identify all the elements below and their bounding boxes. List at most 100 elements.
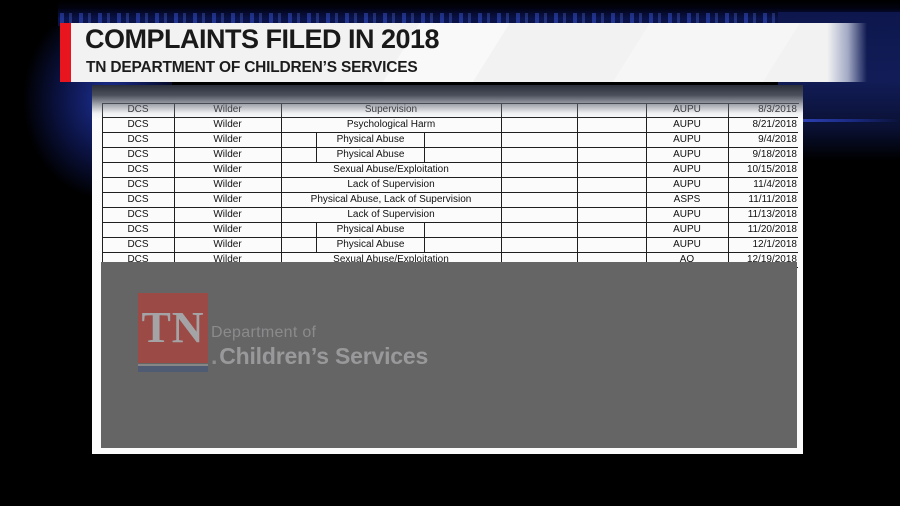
- column-divider: [281, 118, 282, 133]
- cell-code: AUPU: [673, 179, 701, 190]
- cell-date: 8/21/2018: [752, 119, 798, 130]
- column-divider: [646, 253, 647, 268]
- column-divider: [281, 253, 282, 268]
- cell-facility: Wilder: [213, 164, 242, 175]
- navy-streak-texture: [60, 13, 900, 23]
- cell-complaint: Psychological Harm: [346, 119, 436, 130]
- cell-complaint: Physical Abuse: [316, 133, 425, 148]
- cell-date: 11/20/2018: [747, 224, 797, 235]
- table-row: DCS Wilder Lack of Supervision Lack of S…: [102, 178, 798, 193]
- cell-code: AUPU: [673, 209, 701, 220]
- cell-agency: DCS: [127, 209, 149, 220]
- cell-facility: Wilder: [213, 119, 242, 130]
- column-divider: [577, 193, 578, 208]
- cell-facility: Wilder: [213, 149, 242, 160]
- column-divider: [728, 253, 729, 268]
- cell-date: 9/4/2018: [758, 134, 797, 145]
- column-divider: [577, 223, 578, 238]
- column-divider: [501, 193, 502, 208]
- right-blue-streak: [798, 119, 900, 122]
- cell-complaint: Physical Abuse: [316, 238, 425, 253]
- column-divider: [281, 178, 282, 193]
- column-divider: [102, 208, 103, 223]
- column-divider: [174, 133, 175, 148]
- column-divider: [646, 178, 647, 193]
- headline-subtitle: TN DEPARTMENT OF CHILDREN’S SERVICES: [86, 59, 418, 76]
- banner-background: COMPLAINTS FILED IN 2018 TN DEPARTMENT O…: [71, 23, 867, 82]
- column-divider: [102, 133, 103, 148]
- cell-facility: Wilder: [213, 194, 242, 205]
- column-divider: [577, 208, 578, 223]
- column-divider: [501, 118, 502, 133]
- cell-code: ASPS: [673, 194, 701, 205]
- column-divider: [102, 253, 103, 268]
- column-divider: [281, 238, 282, 253]
- top-left-black-corner: [0, 0, 58, 26]
- column-divider: [646, 118, 647, 133]
- cell-complaint: Sexual Abuse/Exploitation: [333, 254, 449, 265]
- cell-code: AUPU: [673, 134, 701, 145]
- cell-code: AUPU: [673, 239, 701, 250]
- cell-code: AUPU: [673, 119, 701, 130]
- cell-agency: DCS: [127, 164, 149, 175]
- column-divider: [577, 238, 578, 253]
- cell-agency: DCS: [127, 224, 149, 235]
- cell-agency: DCS: [127, 254, 149, 265]
- column-divider: [646, 133, 647, 148]
- cell-complaint: Physical Abuse, Lack of Supervision: [310, 194, 472, 205]
- column-divider: [728, 133, 729, 148]
- column-divider: [281, 208, 282, 223]
- column-divider: [281, 163, 282, 178]
- column-divider: [102, 223, 103, 238]
- column-divider: [501, 238, 502, 253]
- cell-agency: DCS: [127, 119, 149, 130]
- column-divider: [577, 163, 578, 178]
- column-divider: [577, 133, 578, 148]
- column-divider: [102, 163, 103, 178]
- column-divider: [174, 163, 175, 178]
- table-row: DCS Wilder Psychological Harm Psychologi…: [102, 118, 798, 133]
- top-navy-band: [0, 0, 900, 26]
- table-row: DCS Wilder Sexual Abuse/Exploitation Sex…: [102, 163, 798, 178]
- column-divider: [728, 208, 729, 223]
- cell-facility: Wilder: [213, 134, 242, 145]
- banner-sheen: [606, 23, 806, 82]
- cell-date: 12/1/2018: [752, 239, 798, 250]
- gray-redaction-overlay: TN Department of .Children’s Services: [101, 262, 797, 448]
- column-divider: [646, 193, 647, 208]
- cell-date: 11/11/2018: [748, 194, 797, 205]
- column-divider: [728, 238, 729, 253]
- cell-date: 10/15/2018: [746, 164, 797, 175]
- column-divider: [501, 208, 502, 223]
- cell-complaint: Sexual Abuse/Exploitation: [333, 164, 449, 175]
- column-divider: [102, 238, 103, 253]
- wordmark-line1: Department of: [211, 324, 317, 341]
- column-divider: [174, 238, 175, 253]
- cell-agency: DCS: [127, 239, 149, 250]
- logo-period: .: [211, 343, 218, 369]
- cell-complaint: Physical Abuse: [316, 223, 425, 238]
- cell-facility: Wilder: [213, 239, 242, 250]
- wordmark-line2: .Children’s Services: [211, 343, 428, 370]
- column-divider: [501, 253, 502, 268]
- column-divider: [728, 163, 729, 178]
- tn-logo-blue-bar: [138, 366, 208, 372]
- column-divider: [174, 193, 175, 208]
- column-divider: [501, 148, 502, 163]
- column-divider: [577, 253, 578, 268]
- column-divider: [728, 223, 729, 238]
- column-divider: [577, 118, 578, 133]
- cell-date: 12/19/2018: [746, 254, 797, 265]
- column-divider: [728, 118, 729, 133]
- column-divider: [646, 238, 647, 253]
- column-divider: [577, 148, 578, 163]
- table-row: DCS Wilder Physical Abuse Physical Abuse…: [102, 133, 798, 148]
- cell-complaint: Lack of Supervision: [347, 179, 435, 190]
- column-divider: [174, 178, 175, 193]
- column-divider: [501, 223, 502, 238]
- cell-code: AO: [679, 254, 695, 265]
- cell-code: AUPU: [673, 149, 701, 160]
- cell-code: AUPU: [673, 224, 701, 235]
- column-divider: [577, 178, 578, 193]
